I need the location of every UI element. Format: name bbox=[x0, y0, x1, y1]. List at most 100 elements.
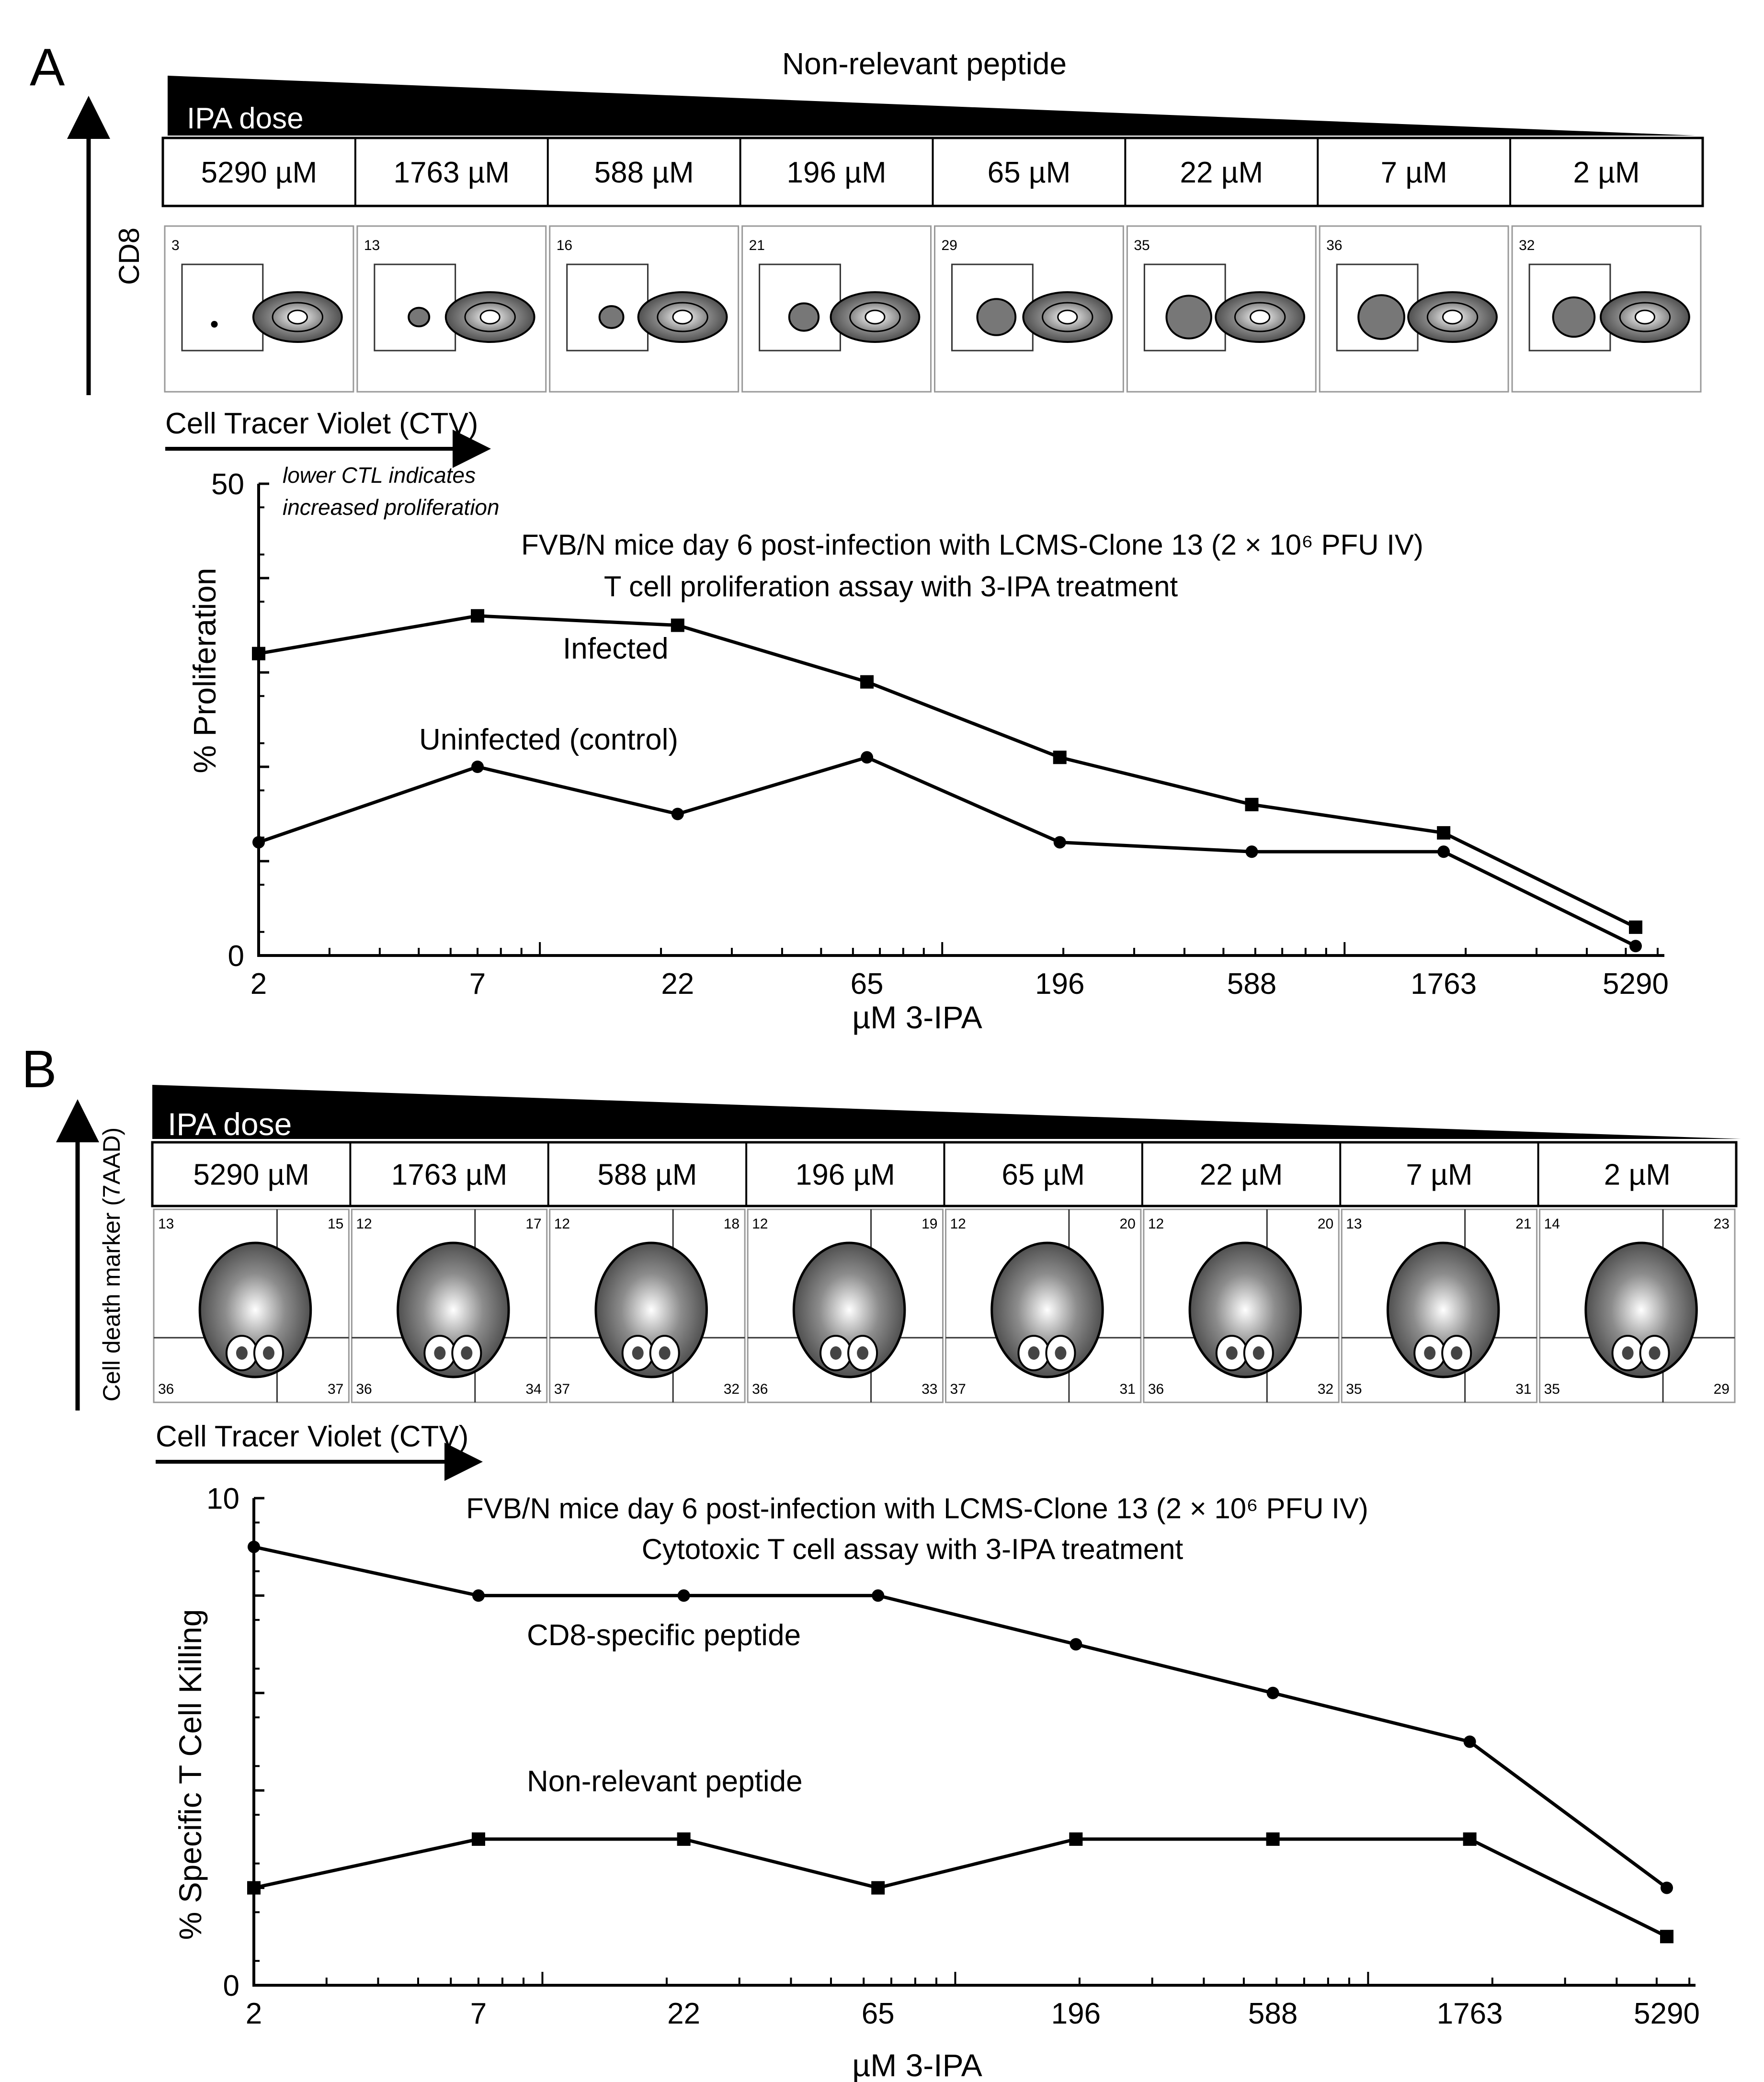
data-point-circle bbox=[1661, 1881, 1673, 1894]
subpopulation-core bbox=[1226, 1346, 1238, 1360]
quadrant-bl: 37 bbox=[554, 1381, 570, 1397]
quadrant-br: 31 bbox=[1120, 1381, 1136, 1397]
data-point-square bbox=[671, 618, 684, 632]
flow-gate-value: 32 bbox=[1519, 238, 1535, 253]
killing-chart: FVB/N mice day 6 post-infection with LCM… bbox=[172, 1482, 1700, 2082]
quadrant-tr: 21 bbox=[1515, 1216, 1531, 1232]
series-line bbox=[258, 614, 1637, 929]
dose-cell: 65 µM bbox=[1001, 1159, 1085, 1192]
quadrant-br: 37 bbox=[328, 1381, 343, 1397]
data-point-square bbox=[1437, 826, 1451, 840]
population-contour-inner bbox=[849, 302, 901, 332]
quadrant-br: 32 bbox=[1318, 1381, 1333, 1397]
data-point-circle bbox=[861, 751, 874, 764]
subpopulation-core bbox=[1451, 1346, 1463, 1360]
dose-cell: 5290 µM bbox=[201, 156, 318, 189]
subpopulation-core bbox=[461, 1346, 473, 1360]
data-point-circle bbox=[252, 836, 265, 849]
flow-gate-value: 21 bbox=[749, 238, 765, 253]
data-point-square bbox=[677, 1832, 691, 1846]
data-point-square bbox=[1245, 797, 1259, 811]
quadrant-br: 34 bbox=[525, 1381, 541, 1397]
quadrant-tl: 12 bbox=[950, 1216, 966, 1232]
series-line bbox=[253, 1545, 1668, 1889]
x-tick-label: 588 bbox=[1248, 1997, 1297, 2030]
dose-wedge-a bbox=[168, 76, 1696, 136]
flow-gate-value: 16 bbox=[557, 238, 572, 253]
dose-row-b: 5290 µM 1763 µM 588 µM 196 µM 65 µM 22 µM 7 µM… bbox=[151, 1141, 1738, 1207]
dose-cell: 588 µM bbox=[594, 156, 694, 189]
quadrant-tr: 20 bbox=[1318, 1216, 1333, 1232]
quadrant-tr: 23 bbox=[1714, 1216, 1730, 1232]
proliferation-chart: lower CTL indicates increased proliferat… bbox=[187, 463, 1669, 1035]
data-point-square bbox=[1266, 1832, 1280, 1846]
7aad-marker-label: Cell death marker (7AAD) bbox=[98, 1127, 125, 1401]
x-tick-label: 5290 bbox=[1603, 967, 1669, 1001]
x-tick-label: 65 bbox=[862, 1997, 895, 2030]
quadrant-tl: 14 bbox=[1544, 1216, 1560, 1232]
data-point-square bbox=[1053, 751, 1067, 764]
data-point-square bbox=[252, 647, 265, 660]
subpopulation-core bbox=[236, 1346, 248, 1360]
dose-wedge-b bbox=[152, 1085, 1741, 1139]
population-contour-inner bbox=[657, 302, 708, 332]
data-point-circle bbox=[1245, 845, 1258, 858]
population-contour bbox=[1584, 1241, 1698, 1378]
panel-a-label: A bbox=[30, 38, 65, 97]
data-point-square bbox=[1069, 1832, 1083, 1846]
population-contour-inner bbox=[1234, 302, 1286, 332]
proliferated-contour bbox=[1357, 294, 1405, 340]
chart-b-title-line1: FVB/N mice day 6 post-infection with LCM… bbox=[466, 1492, 1368, 1525]
x-tick-label: 65 bbox=[851, 967, 884, 1001]
subpopulation-core bbox=[1028, 1346, 1040, 1360]
ctv-marker-label-a: Cell Tracer Violet (CTV) bbox=[165, 407, 478, 440]
quadrant-tr: 18 bbox=[724, 1216, 740, 1232]
dose-cell: 7 µM bbox=[1406, 1159, 1472, 1192]
population-contour bbox=[792, 1241, 906, 1378]
quadrant-tl: 13 bbox=[1346, 1216, 1362, 1232]
chart-b-title-line2: Cytotoxic T cell assay with 3-IPA treatm… bbox=[642, 1533, 1184, 1565]
series-label-infected: Infected bbox=[563, 632, 669, 665]
data-point-square bbox=[471, 1832, 485, 1846]
subpopulation-core bbox=[857, 1346, 869, 1360]
data-point-circle bbox=[671, 808, 684, 820]
x-tick-label: 196 bbox=[1035, 967, 1084, 1001]
population-contour bbox=[1188, 1241, 1302, 1378]
subpopulation-core bbox=[659, 1346, 671, 1360]
x-tick-label: 1763 bbox=[1411, 967, 1477, 1001]
data-point-circle bbox=[1266, 1686, 1279, 1699]
dose-cell: 2 µM bbox=[1573, 156, 1640, 189]
dose-cell: 7 µM bbox=[1381, 156, 1447, 189]
data-point-circle bbox=[472, 1589, 485, 1602]
dose-label-a: IPA dose bbox=[187, 102, 304, 135]
subpopulation-core bbox=[830, 1346, 842, 1360]
dose-row-a: 5290 µM 1763 µM 588 µM 196 µM 65 µM 22 µM 7 µM… bbox=[161, 137, 1704, 207]
series-label-uninfected: Uninfected (control) bbox=[419, 723, 678, 756]
quadrant-tl: 13 bbox=[158, 1216, 174, 1232]
y-tick-label: 10 bbox=[206, 1482, 239, 1515]
population-contour-core bbox=[1250, 309, 1271, 325]
proliferated-contour bbox=[976, 298, 1017, 336]
note-line-1: lower CTL indicates bbox=[283, 463, 476, 488]
dose-cell: 196 µM bbox=[787, 156, 887, 189]
x-tick-label: 22 bbox=[661, 967, 694, 1001]
quadrant-tl: 12 bbox=[554, 1216, 570, 1232]
data-point-circle bbox=[248, 1540, 260, 1553]
quadrant-bl: 36 bbox=[356, 1381, 372, 1397]
population-contour bbox=[198, 1241, 312, 1378]
quadrant-bl: 35 bbox=[1544, 1381, 1560, 1397]
ctv-marker-label-b: Cell Tracer Violet (CTV) bbox=[156, 1420, 468, 1453]
flow-row-a: 3 13 16 21 29 35 36 32 bbox=[164, 225, 1702, 393]
dose-cell: 5290 µM bbox=[193, 1159, 309, 1192]
quadrant-tr: 15 bbox=[328, 1216, 343, 1232]
population-contour-core bbox=[287, 309, 308, 325]
proliferated-contour bbox=[408, 307, 431, 328]
flow-gate-value: 29 bbox=[942, 238, 957, 253]
x-tick-label: 22 bbox=[667, 1997, 700, 2030]
data-point-circle bbox=[1053, 836, 1066, 849]
subpopulation-core bbox=[262, 1346, 274, 1360]
chart-b-ylabel: % Specific T Cell Killing bbox=[172, 1609, 208, 1940]
x-tick-label: 2 bbox=[246, 1997, 262, 2030]
proliferated-contour bbox=[788, 302, 820, 332]
population-contour-inner bbox=[1042, 302, 1093, 332]
